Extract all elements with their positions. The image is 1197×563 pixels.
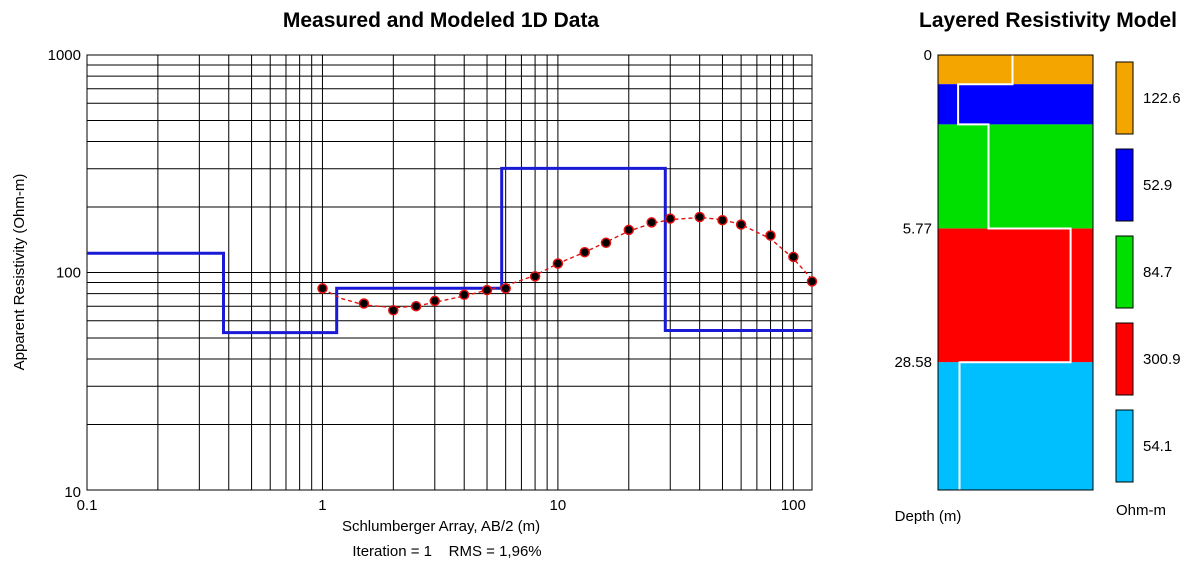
x-tick-labels: 0.1 1 10 100 — [77, 497, 806, 514]
layer-band — [938, 55, 1093, 85]
depth-tick-labels: 0 5.77 28.58 — [894, 47, 932, 371]
depth-tick-label: 28.58 — [894, 354, 932, 371]
measured-point — [481, 284, 493, 296]
measured-point — [500, 283, 511, 294]
measured-point — [388, 305, 399, 316]
x-axis-label: Schlumberger Array, AB/2 (m) — [342, 518, 540, 535]
unit-label: Ohm-m — [1116, 502, 1166, 519]
x-tick-label: 100 — [781, 497, 806, 514]
legend-swatch — [1115, 409, 1134, 483]
legend-label: 84.7 — [1143, 264, 1172, 281]
measured-point — [579, 246, 590, 258]
legend-swatch — [1115, 322, 1134, 396]
measured-point — [317, 283, 328, 294]
modeled-curve — [322, 216, 813, 309]
depth-tick-label: 5.77 — [903, 221, 932, 238]
y-tick-label: 1000 — [48, 47, 81, 64]
y-tick-label: 10 — [64, 484, 81, 501]
legend-label: 300.9 — [1143, 351, 1181, 368]
layer-band — [938, 124, 1093, 229]
chart-title: Measured and Modeled 1D Data — [283, 9, 600, 32]
measured-point — [664, 213, 676, 224]
measured-point — [410, 300, 422, 312]
legend-swatch — [1115, 61, 1134, 135]
measured-point — [717, 214, 728, 226]
grid-lines — [86, 55, 812, 491]
y-axis-label: Apparent Resistivity (Ohm-m) — [11, 174, 28, 371]
measured-point — [529, 271, 541, 282]
legend-swatch — [1115, 235, 1134, 309]
layer-band — [938, 84, 1093, 125]
measured-point — [788, 251, 799, 263]
legend-label: 52.9 — [1143, 177, 1172, 194]
iteration-caption: Iteration = 1 RMS = 1,96% — [352, 543, 541, 560]
layer-band — [938, 362, 1093, 490]
measured-point — [429, 295, 441, 307]
measured-point — [806, 276, 818, 287]
model-title: Layered Resistivity Model — [919, 9, 1177, 32]
layer-band — [938, 228, 1093, 363]
legend-swatch — [1115, 148, 1134, 222]
measured-point — [735, 219, 747, 230]
resistivity-legend: 122.6 52.9 84.7 300.9 54.1 — [1115, 61, 1181, 483]
y-tick-labels: 10 100 1000 — [48, 47, 81, 501]
x-tick-label: 0.1 — [77, 497, 98, 514]
y-tick-label: 100 — [56, 265, 81, 282]
layer-column — [937, 54, 1094, 491]
measured-point — [765, 230, 776, 241]
legend-label: 54.1 — [1143, 438, 1172, 455]
measured-point — [600, 237, 612, 249]
plot-frame — [86, 54, 813, 491]
x-tick-label: 10 — [550, 497, 567, 514]
depth-tick-label: 0 — [924, 47, 932, 64]
column-frame — [937, 54, 1094, 491]
profile-outline — [957, 55, 1072, 490]
model-step-line — [87, 166, 812, 335]
x-tick-label: 1 — [318, 497, 326, 514]
series-layer — [87, 166, 818, 335]
measured-point — [552, 258, 564, 269]
measured-point — [623, 224, 635, 236]
sounding-chart: Measured and Modeled 1D Data 0.1 1 10 100 1… — [11, 9, 818, 560]
depth-axis-label: Depth (m) — [895, 508, 962, 525]
measured-point — [458, 289, 470, 301]
measured-point — [694, 211, 705, 223]
legend-label: 122.6 — [1143, 90, 1181, 107]
measured-point — [646, 217, 657, 228]
layer-model-chart: Layered Resistivity Model 0 5.77 28.58 122… — [894, 9, 1180, 525]
measured-point — [358, 298, 370, 309]
